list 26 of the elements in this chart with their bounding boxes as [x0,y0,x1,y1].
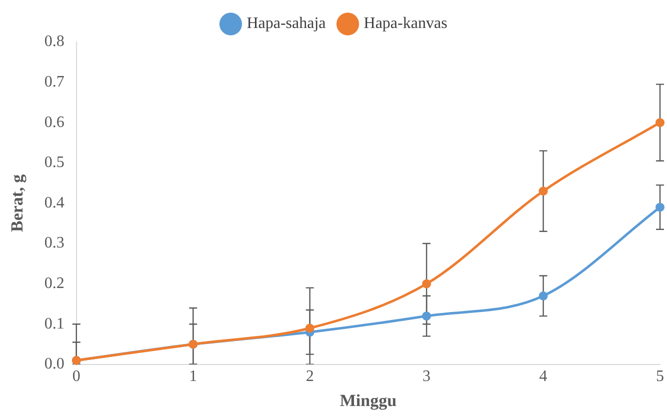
y-tick-label: 0.4 [44,194,64,212]
point [538,186,548,196]
x-tick-label: 1 [189,368,198,386]
point [656,202,664,212]
x-tick-label: 4 [539,368,548,386]
point [422,279,432,288]
y-tick-label: 0.3 [44,234,64,252]
y-tick-label: 0.2 [44,275,64,292]
x-axis-title: Minggu [340,391,397,410]
point [538,291,548,300]
y-axis-title: Berat, g [8,174,27,232]
point [656,118,664,128]
y-tick-label: 0.7 [44,74,64,91]
x-tick-label: 0 [72,368,80,386]
legend-label: Hapa-sahaja [246,15,326,32]
y-tick-label: 0.5 [44,154,64,172]
point [305,324,314,333]
y-tick-label: 0.0 [44,356,64,373]
y-tick-label: 0.8 [44,33,64,50]
point [422,312,432,321]
legend-label: Hapa-kanvas [364,15,448,32]
y-tick-label: 0.1 [44,315,64,332]
x-tick-label: 3 [422,368,431,386]
y-tick-label: 0.6 [44,114,64,131]
x-tick-label: 5 [656,368,664,386]
x-tick-label: 2 [306,368,314,386]
